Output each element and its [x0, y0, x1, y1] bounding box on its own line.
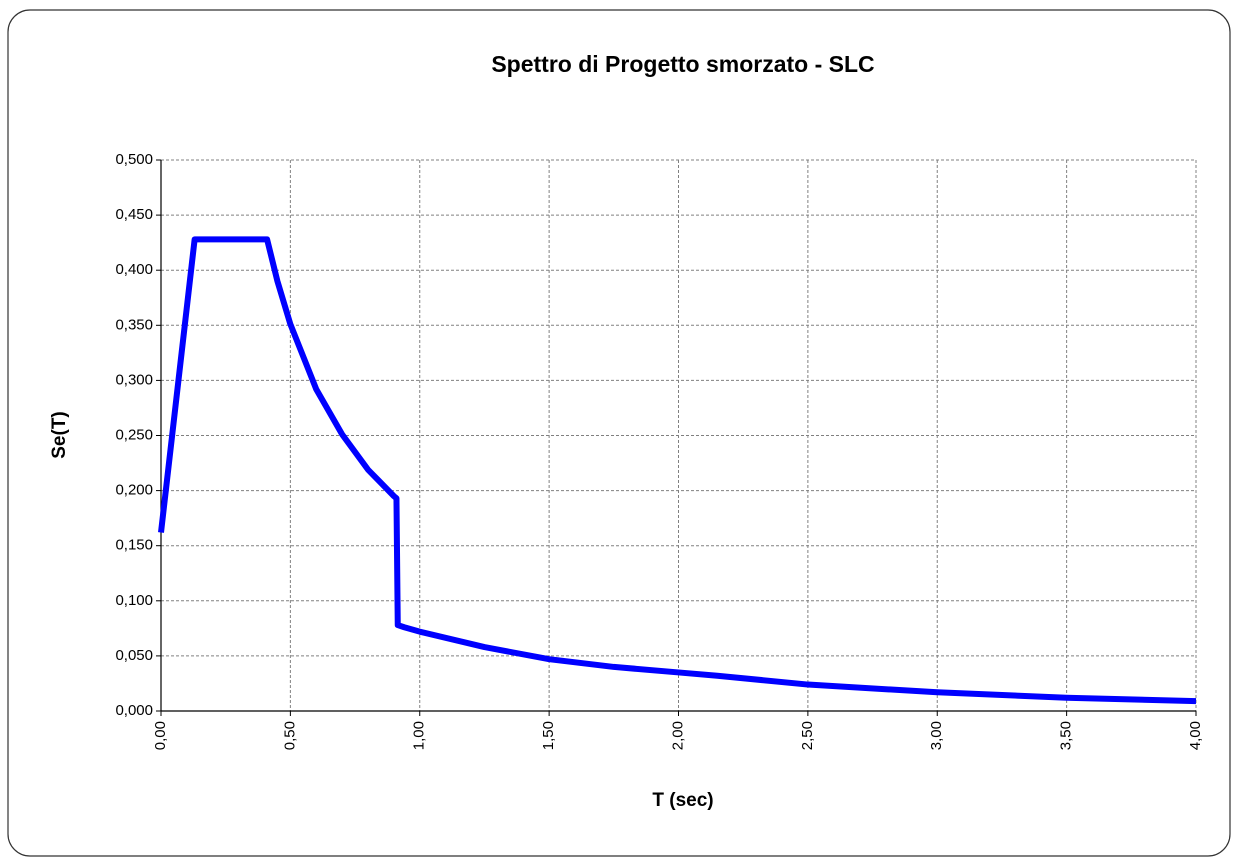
x-tick-label: 2,50 [799, 721, 816, 750]
x-tick-label: 0,50 [281, 721, 298, 750]
x-tick-label: 0,00 [152, 721, 169, 750]
y-tick-label: 0,150 [115, 537, 153, 554]
x-tick-label: 1,00 [411, 721, 428, 750]
x-tick-label: 3,50 [1058, 721, 1075, 750]
y-axis-label: Se(T) [49, 411, 70, 459]
x-tick-label: 1,50 [540, 721, 557, 750]
y-tick-label: 0,350 [115, 316, 153, 333]
y-tick-label: 0,050 [115, 647, 153, 664]
y-tick-label: 0,400 [115, 261, 153, 278]
y-tick-label: 0,000 [115, 702, 153, 719]
y-tick-label: 0,500 [115, 151, 153, 168]
chart-frame [7, 9, 1231, 857]
x-tick-label: 3,00 [928, 721, 945, 750]
data-line [158, 236, 1197, 705]
x-tick-label: 2,00 [669, 721, 686, 750]
chart-title: Spettro di Progetto smorzato - SLC [491, 51, 874, 77]
x-tick-label: 4,00 [1187, 721, 1204, 750]
y-tick-label: 0,100 [115, 592, 153, 609]
y-tick-label: 0,250 [115, 426, 153, 443]
y-tick-label: 0,300 [115, 371, 153, 388]
y-tick-label: 0,450 [115, 206, 153, 223]
y-tick-label: 0,200 [115, 482, 153, 499]
x-axis-label: T (sec) [652, 790, 713, 811]
